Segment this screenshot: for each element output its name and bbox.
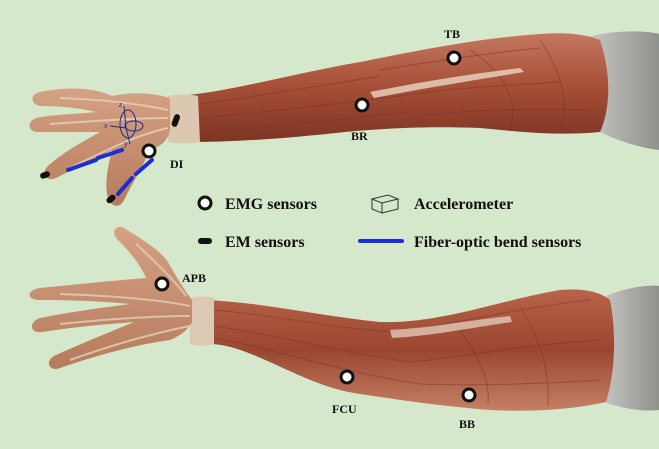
fiber-sensor-thumb-1 — [116, 176, 134, 196]
label-br: BR — [351, 129, 368, 143]
bottom-muscle-lines — [214, 299, 601, 407]
legend-fiber-label: Fiber-optic bend sensors — [414, 234, 581, 251]
label-bb: BB — [459, 417, 475, 431]
axis-z-label: z — [118, 100, 123, 109]
label-apb: APB — [182, 271, 206, 285]
bottom-arm-muscle — [205, 289, 615, 411]
accelerometer-axes — [109, 105, 144, 145]
legend-em-icon — [198, 238, 212, 244]
legend: EMG sensors Accelerometer EM sensors Fib… — [197, 194, 581, 251]
label-fcu: FCU — [332, 402, 357, 416]
emg-sensor-di — [141, 143, 157, 159]
em-sensor-top-wrist — [171, 114, 181, 127]
fiber-sensor-index-1 — [66, 158, 98, 172]
emg-sensor-br — [354, 97, 370, 113]
label-di: DI — [170, 157, 184, 171]
em-sensor-top-thumb — [106, 194, 116, 204]
top-muscle-lines — [199, 39, 591, 133]
legend-accelerometer-label: Accelerometer — [414, 196, 513, 213]
legend-emg-label: EMG sensors — [225, 196, 317, 213]
em-sensor-top-finger — [40, 171, 50, 179]
emg-sensor-bb — [461, 387, 477, 403]
fiber-sensor-thumb-2 — [134, 158, 154, 176]
top-wrist-band — [168, 94, 200, 144]
emg-sensor-tb — [446, 50, 462, 66]
legend-accelerometer-icon — [370, 194, 400, 214]
top-tendon — [370, 68, 524, 98]
bottom-hand-tendons — [59, 243, 191, 361]
emg-sensor-apb — [154, 276, 170, 292]
axis-x-label: x — [103, 121, 108, 130]
top-arm: z x y TB BR DI — [29, 27, 659, 206]
bottom-tendon — [390, 316, 512, 338]
bottom-arm: APB FCU BB — [29, 226, 659, 431]
emg-sensor-fcu — [339, 369, 355, 385]
bottom-shoulder-fascia — [598, 285, 659, 411]
legend-em-label: EM sensors — [225, 234, 305, 251]
label-tb: TB — [444, 27, 460, 41]
bottom-wrist-band — [190, 296, 214, 346]
fiber-sensor-index-2 — [96, 148, 124, 160]
bottom-hand — [29, 226, 192, 369]
legend-emg-icon — [197, 195, 213, 211]
axis-y-label: y — [123, 139, 128, 148]
